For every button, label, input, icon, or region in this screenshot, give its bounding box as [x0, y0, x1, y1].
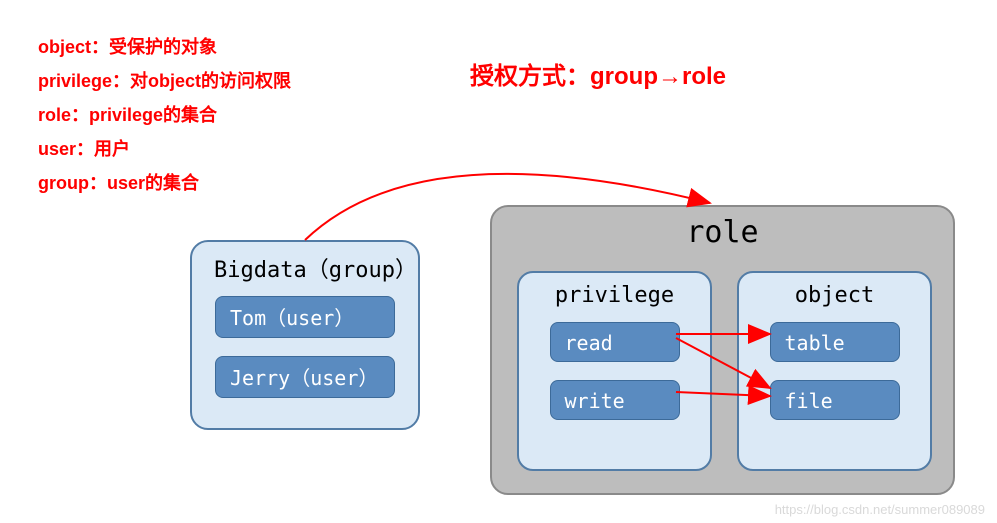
definitions-block: object：受保护的对象 privilege：对object的访问权限 rol… [38, 30, 291, 200]
def-line: object：受保护的对象 [38, 30, 291, 64]
privilege-label: privilege [519, 283, 710, 308]
diagram-title: 授权方式：group→role [470, 56, 726, 91]
privilege-item: write [550, 380, 680, 420]
def-line: group：user的集合 [38, 166, 291, 200]
object-label: object [739, 283, 930, 308]
role-box: role privilege read write object table f… [490, 205, 955, 495]
group-box: Bigdata（group） Tom（user） Jerry（user） [190, 240, 420, 430]
def-line: user：用户 [38, 132, 291, 166]
privilege-box: privilege read write [517, 271, 712, 471]
object-item: table [770, 322, 900, 362]
object-item: file [770, 380, 900, 420]
def-line: privilege：对object的访问权限 [38, 64, 291, 98]
def-line: role：privilege的集合 [38, 98, 291, 132]
group-label: Bigdata（group） [214, 252, 418, 284]
watermark: https://blog.csdn.net/summer089089 [775, 502, 985, 517]
user-pill: Tom（user） [215, 296, 395, 338]
privilege-item: read [550, 322, 680, 362]
user-pill: Jerry（user） [215, 356, 395, 398]
object-box: object table file [737, 271, 932, 471]
role-label: role [492, 215, 953, 250]
